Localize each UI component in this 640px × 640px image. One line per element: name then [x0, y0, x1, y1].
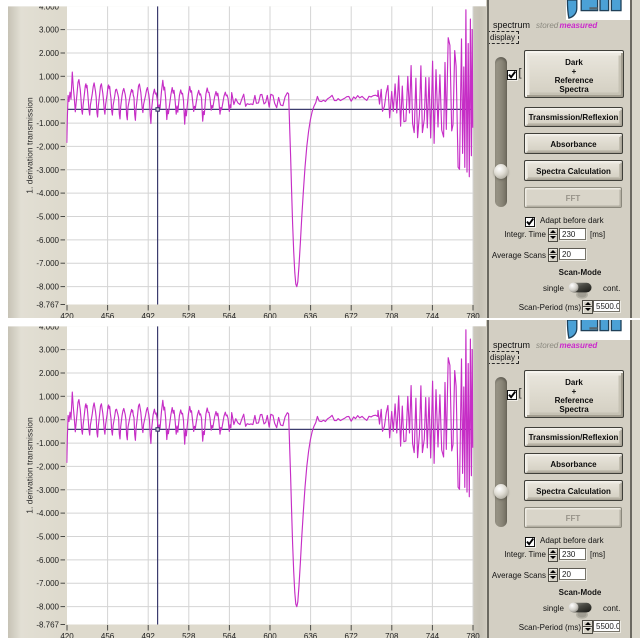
- svg-text:744: 744: [426, 632, 440, 640]
- svg-text:528: 528: [182, 632, 196, 640]
- svg-text:636: 636: [304, 312, 318, 320]
- svg-text:492: 492: [142, 632, 156, 640]
- svg-text:780: 780: [466, 632, 480, 640]
- svg-text:4.000: 4.000: [39, 322, 60, 331]
- svg-text:-5.000: -5.000: [36, 213, 59, 222]
- svg-text:600: 600: [263, 312, 277, 320]
- svg-text:-3.000: -3.000: [36, 486, 59, 495]
- svg-text:2.000: 2.000: [39, 49, 60, 58]
- svg-text:780: 780: [466, 312, 480, 320]
- svg-text:564: 564: [223, 632, 237, 640]
- svg-text:2.000: 2.000: [39, 369, 60, 378]
- svg-text:-4.000: -4.000: [36, 509, 59, 518]
- svg-text:-7.000: -7.000: [36, 579, 59, 588]
- svg-text:4.000: 4.000: [39, 2, 60, 11]
- svg-text:0.000: 0.000: [39, 96, 60, 105]
- svg-text:-7.000: -7.000: [36, 259, 59, 268]
- svg-text:3.000: 3.000: [39, 26, 60, 35]
- svg-text:-1.000: -1.000: [36, 439, 59, 448]
- svg-text:708: 708: [385, 632, 399, 640]
- svg-text:1.000: 1.000: [39, 392, 60, 401]
- svg-text:456: 456: [101, 312, 115, 320]
- svg-text:-3.000: -3.000: [36, 166, 59, 175]
- svg-text:-6.000: -6.000: [36, 236, 59, 245]
- svg-text:-2.000: -2.000: [36, 142, 59, 151]
- svg-text:420: 420: [60, 632, 74, 640]
- svg-text:-1.000: -1.000: [36, 119, 59, 128]
- svg-text:528: 528: [182, 312, 196, 320]
- svg-text:1.000: 1.000: [39, 72, 60, 81]
- svg-text:-8.000: -8.000: [36, 283, 59, 292]
- svg-text:636: 636: [304, 632, 318, 640]
- svg-text:600: 600: [263, 632, 277, 640]
- svg-text:672: 672: [345, 312, 359, 320]
- svg-text:492: 492: [142, 312, 156, 320]
- svg-text:564: 564: [223, 312, 237, 320]
- svg-text:708: 708: [385, 312, 399, 320]
- svg-text:744: 744: [426, 312, 440, 320]
- svg-text:-6.000: -6.000: [36, 556, 59, 565]
- svg-text:-5.000: -5.000: [36, 533, 59, 542]
- svg-text:-8.767: -8.767: [36, 301, 59, 310]
- svg-text:420: 420: [60, 312, 74, 320]
- svg-text:3.000: 3.000: [39, 346, 60, 355]
- svg-text:-4.000: -4.000: [36, 189, 59, 198]
- svg-text:0.000: 0.000: [39, 416, 60, 425]
- svg-text:672: 672: [345, 632, 359, 640]
- svg-text:-8.000: -8.000: [36, 603, 59, 612]
- svg-text:456: 456: [101, 632, 115, 640]
- svg-text:-8.767: -8.767: [36, 621, 59, 630]
- svg-text:-2.000: -2.000: [36, 462, 59, 471]
